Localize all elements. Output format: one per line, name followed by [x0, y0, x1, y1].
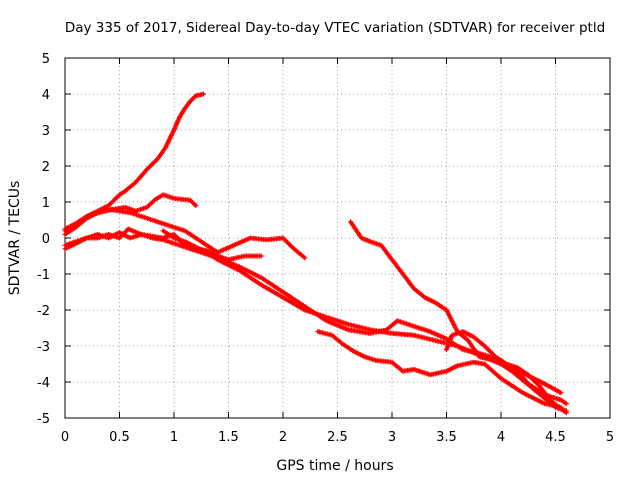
x-tick-label: 3.5	[436, 430, 457, 445]
x-tick-label: 4	[497, 430, 505, 445]
grid	[65, 58, 610, 418]
y-tick-label: -1	[37, 268, 50, 283]
series-markers	[444, 329, 569, 416]
data-series	[62, 91, 569, 416]
y-tick-label: 0	[42, 232, 50, 247]
x-tick-label: 2	[279, 430, 287, 445]
y-tick-label: 1	[42, 196, 50, 211]
y-tick-label: -5	[37, 412, 50, 427]
series-arc-7	[315, 329, 564, 410]
series-arc-8	[348, 219, 569, 414]
series-arc-3	[62, 206, 308, 261]
series-markers	[62, 206, 308, 261]
chart-title: Day 335 of 2017, Sidereal Day-to-day VTE…	[65, 20, 605, 36]
x-tick-label: 5	[606, 430, 614, 445]
y-tick-label: -3	[37, 340, 50, 355]
x-tick-label: 0	[61, 430, 69, 445]
y-tick-label: -2	[37, 304, 50, 319]
series-markers	[315, 329, 564, 410]
x-tick-label: 4.5	[545, 430, 566, 445]
x-tick-label: 0.5	[109, 430, 130, 445]
series-arc-9	[444, 329, 569, 416]
y-tick-label: 2	[42, 160, 50, 175]
y-tick-label: -4	[37, 376, 50, 391]
y-tick-label: 5	[42, 52, 50, 67]
x-tick-label: 2.5	[327, 430, 348, 445]
y-tick-label: 4	[42, 88, 50, 103]
x-tick-label: 1.5	[218, 430, 239, 445]
y-tick-label: 3	[42, 124, 50, 139]
x-axis-label: GPS time / hours	[276, 458, 393, 474]
x-tick-label: 1	[170, 430, 178, 445]
y-axis-label: SDTVAR / TECUs	[7, 181, 23, 296]
series-markers	[348, 219, 569, 414]
x-tick-label: 3	[388, 430, 396, 445]
axis-ticks: 0 0.5 1 1.5 2 2.5 3 3.5 4 4.5 5 -5 -4 -3 -2 -1 0 1 2 3 4 5	[37, 52, 614, 445]
